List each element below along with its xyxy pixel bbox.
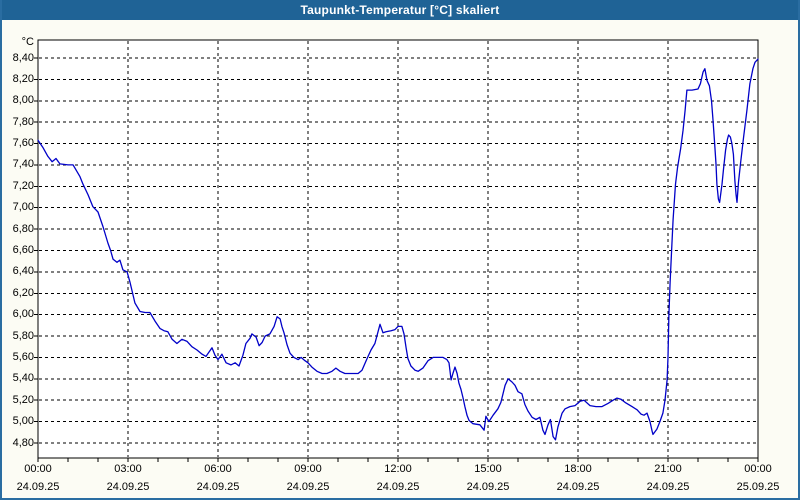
x-axis-time-label: 18:00 [564,463,592,475]
y-axis-label: 5,20 [12,393,34,406]
x-axis-date-label: 24.09.25 [16,481,60,493]
x-axis-time-label: 03:00 [114,463,142,475]
x-axis-date-label: 25.09.25 [736,481,780,493]
x-axis-date-label: 24.09.25 [646,481,690,493]
title-bar[interactable]: Taupunkt-Temperatur [°C] skaliert [2,0,798,20]
temperature-line [37,58,759,441]
x-axis-date-label: 24.09.25 [466,481,510,493]
y-axis-label: 7,60 [12,137,34,150]
x-axis-time-label: 21:00 [654,463,682,475]
x-axis-date-label: 24.09.25 [376,481,420,493]
x-axis-time-label: 00:00 [24,463,52,475]
x-axis-time-label: 15:00 [474,463,502,475]
y-axis-label: 7,00 [12,201,34,214]
x-axis-time-label: 00:00 [744,463,772,475]
y-axis-label: 7,80 [12,115,34,128]
x-axis-date-label: 24.09.25 [106,481,150,493]
x-axis-date-label: 24.09.25 [196,481,240,493]
x-axis-date-label: 24.09.25 [556,481,600,493]
page-title: Taupunkt-Temperatur [°C] skaliert [300,3,500,17]
x-axis-time-label: 06:00 [204,463,232,475]
y-axis-label: 5,00 [12,415,34,428]
y-axis-label: 6,00 [12,308,34,321]
y-axis-label: 5,80 [12,329,34,342]
y-axis-label: 8,40 [12,51,34,64]
y-axis-label: 5,60 [12,350,34,363]
chart-canvas[interactable] [2,20,798,498]
x-axis-time-label: 09:00 [294,463,322,475]
y-axis-label: 7,40 [12,158,34,171]
y-axis-label: 6,20 [12,286,34,299]
y-axis-label: 4,80 [12,436,34,449]
x-axis-time-label: 12:00 [384,463,412,475]
plot-area[interactable]: °C 8,40 8,20 8,00 7,80 7,60 7,40 7,20 7,00 6,80 6… [2,20,798,498]
y-axis-label: 6,40 [12,265,34,278]
x-axis-date-label: 24.09.25 [286,481,330,493]
y-axis-label: 6,60 [12,244,34,256]
y-axis-label: 7,20 [12,179,34,192]
y-axis-unit-label: °C [21,36,34,48]
y-axis-label: 6,80 [12,222,34,235]
y-axis-label: 5,40 [12,372,34,385]
y-axis-label: 8,00 [12,94,34,107]
y-axis-label: 8,20 [12,72,34,85]
